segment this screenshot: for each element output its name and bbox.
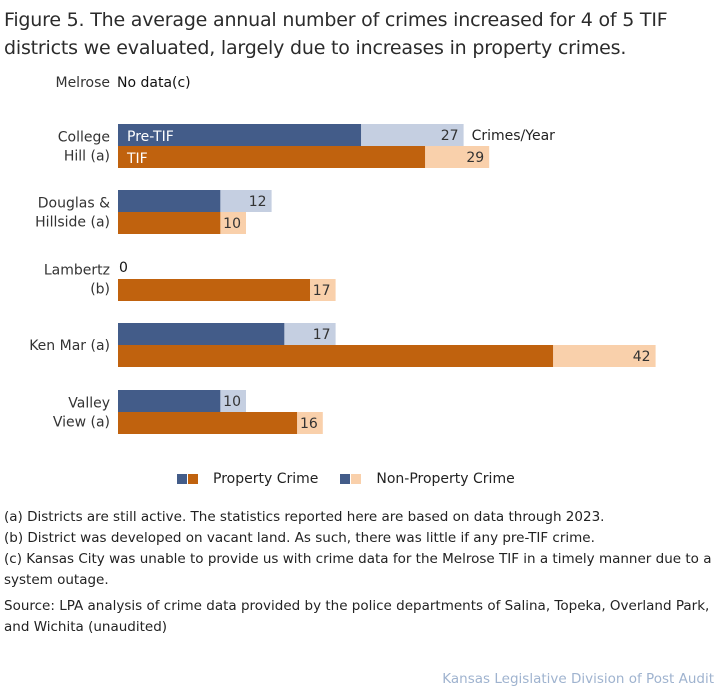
note-a: (a) Districts are still active. The stat… — [4, 509, 605, 525]
legend-swatch-blue — [177, 474, 187, 484]
series-label: TIF — [126, 151, 148, 167]
pre-nonproperty-bar — [361, 124, 464, 146]
value-label: 17 — [313, 327, 331, 343]
no-data-note: No data(c) — [117, 75, 191, 91]
figure-title: Figure 5. The average annual number of c… — [4, 9, 668, 59]
tif-nonproperty-bar — [220, 212, 246, 234]
tif-property-bar — [118, 279, 310, 301]
tif-property-bar — [118, 412, 298, 434]
value-label: 17 — [313, 283, 331, 299]
pre-property-bar — [118, 124, 362, 146]
value-label: 27 — [441, 128, 459, 144]
tif-nonproperty-bar — [553, 345, 656, 367]
category-label: (b) — [90, 282, 110, 298]
value-label: 10 — [223, 216, 241, 232]
tif-property-bar — [118, 345, 554, 367]
legend-swatch-blue — [340, 474, 351, 484]
tif-property-bar — [118, 212, 221, 234]
tif-property-bar — [118, 146, 426, 168]
category-label: Hill (a) — [64, 149, 110, 165]
value-label: 29 — [466, 150, 484, 166]
value-label: 0 — [119, 260, 128, 276]
tif-nonproperty-bar — [297, 412, 323, 434]
pre-nonproperty-bar — [220, 190, 272, 212]
value-label: 12 — [249, 194, 267, 210]
footnotes: (a) Districts are still active. The stat… — [4, 507, 718, 638]
category-label: Hillside (a) — [35, 215, 110, 231]
legend-property: Property Crime — [213, 471, 319, 487]
pre-property-bar — [118, 323, 285, 345]
tif-nonproperty-bar — [425, 146, 490, 168]
category-label: College — [58, 130, 110, 146]
source: Source: LPA analysis of crime data provi… — [4, 598, 710, 635]
legend-nonproperty: Non-Property Crime — [376, 471, 515, 487]
value-label: 16 — [300, 416, 318, 432]
pre-property-bar — [118, 390, 221, 412]
series-label: Pre-TIF — [127, 129, 174, 145]
category-label: Lambertz — [44, 263, 110, 279]
unit-label: Crimes/Year — [472, 128, 556, 144]
note-c: (c) Kansas City was unable to provide us… — [4, 551, 712, 588]
category-label: Melrose — [55, 75, 110, 91]
pre-nonproperty-bar — [284, 323, 336, 345]
pre-nonproperty-bar — [220, 390, 246, 412]
pre-property-bar — [118, 190, 221, 212]
bar-chart: Melrose No data(c) College Hill (a) 27 Pre-TI… — [29, 75, 656, 434]
category-label: View (a) — [53, 415, 110, 431]
credit: Kansas Legislative Division of Post Audi… — [442, 671, 714, 687]
legend-swatch-light-orange — [351, 474, 362, 484]
category-label: Ken Mar (a) — [29, 338, 110, 354]
legend: Property Crime Non-Property Crime — [177, 471, 515, 487]
legend-swatch-orange — [188, 474, 198, 484]
category-label: Douglas & — [38, 196, 110, 212]
note-b: (b) District was developed on vacant lan… — [4, 530, 595, 546]
category-label: Valley — [68, 396, 110, 412]
value-label: 10 — [223, 394, 241, 410]
value-label: 42 — [633, 349, 651, 365]
tif-nonproperty-bar — [310, 279, 336, 301]
